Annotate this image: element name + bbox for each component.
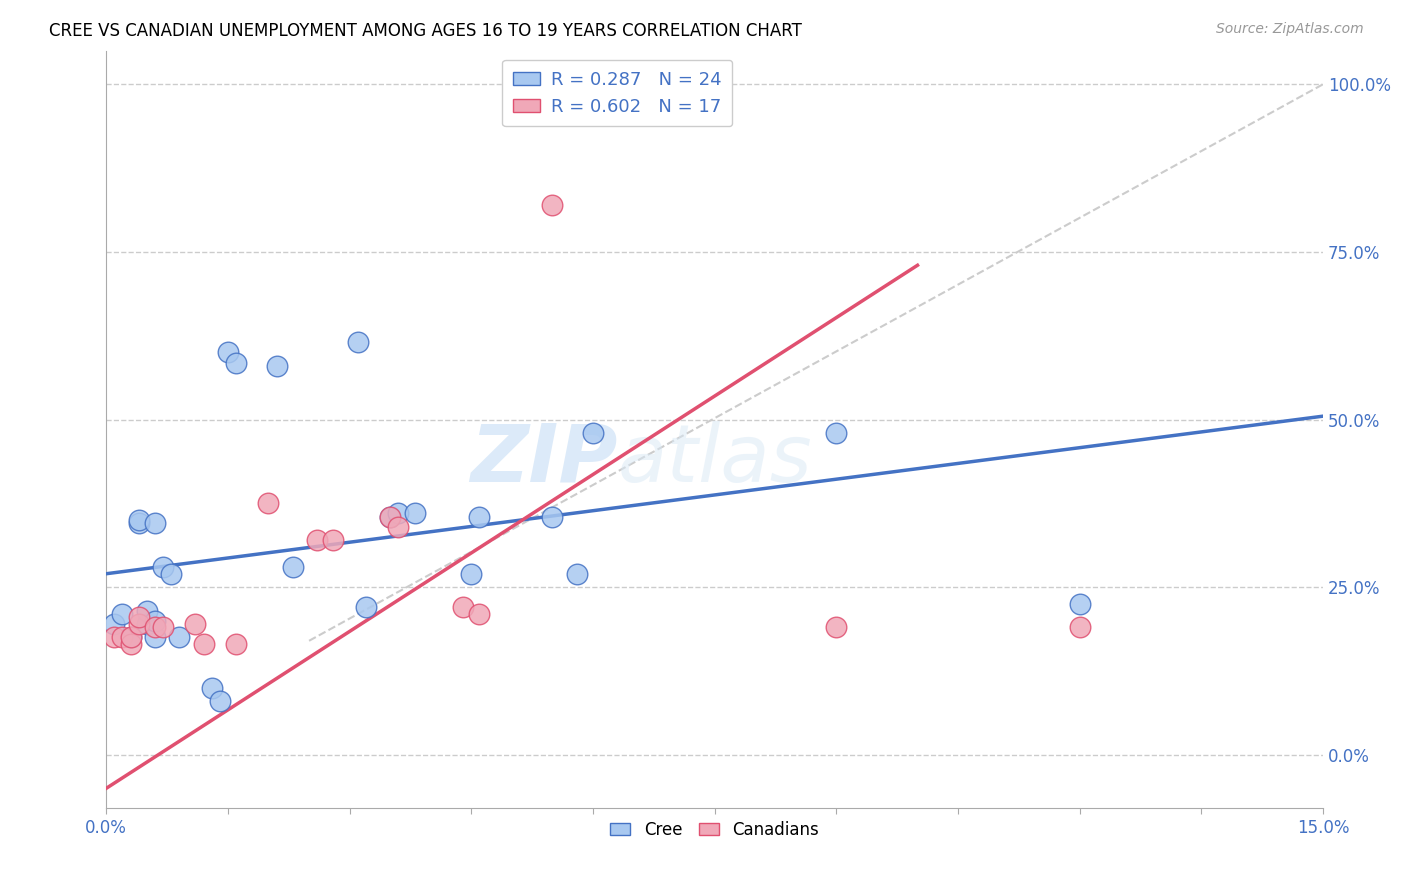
Point (582, 425, 605, 440)
Point (460, 566, 482, 581)
Point (346, 335, 368, 350)
Point (111, 631, 134, 645)
Point (387, 507, 409, 521)
Point (541, 509, 564, 524)
Point (1069, 620, 1091, 634)
Point (128, 516, 150, 531)
Point (541, 198, 564, 212)
Point (143, 631, 166, 645)
Point (281, 560, 304, 574)
Point (1069, 597, 1091, 611)
Point (217, 345, 239, 359)
Point (103, 631, 125, 645)
Point (135, 604, 157, 618)
Point (167, 631, 190, 645)
Point (825, 425, 848, 440)
Point (266, 359, 288, 373)
Point (380, 509, 402, 524)
Text: ZIP: ZIP (470, 421, 617, 499)
Point (468, 607, 491, 621)
Legend: Cree, Canadians: Cree, Canadians (603, 814, 825, 846)
Point (128, 617, 150, 632)
Point (322, 533, 344, 548)
Point (468, 509, 491, 524)
Point (193, 637, 215, 651)
Point (160, 566, 183, 581)
Point (128, 513, 150, 527)
Point (307, 533, 329, 548)
Point (143, 516, 166, 531)
Point (111, 607, 134, 621)
Point (152, 560, 174, 574)
Point (451, 600, 474, 615)
Point (143, 614, 166, 628)
Point (143, 620, 166, 634)
Point (354, 600, 377, 615)
Point (565, 566, 588, 581)
Point (208, 694, 231, 708)
Point (120, 631, 142, 645)
Point (128, 610, 150, 624)
Point (380, 509, 402, 524)
Point (225, 637, 247, 651)
Point (825, 620, 848, 634)
Point (257, 496, 280, 510)
Point (152, 620, 174, 634)
Point (135, 617, 157, 632)
Text: Source: ZipAtlas.com: Source: ZipAtlas.com (1216, 22, 1364, 37)
Point (103, 617, 125, 632)
Point (404, 507, 426, 521)
Text: atlas: atlas (617, 421, 813, 499)
Text: CREE VS CANADIAN UNEMPLOYMENT AMONG AGES 16 TO 19 YEARS CORRELATION CHART: CREE VS CANADIAN UNEMPLOYMENT AMONG AGES… (49, 22, 801, 40)
Point (120, 637, 142, 651)
Point (120, 631, 142, 645)
Point (184, 617, 207, 632)
Point (387, 520, 409, 534)
Point (225, 355, 247, 369)
Point (201, 681, 224, 695)
